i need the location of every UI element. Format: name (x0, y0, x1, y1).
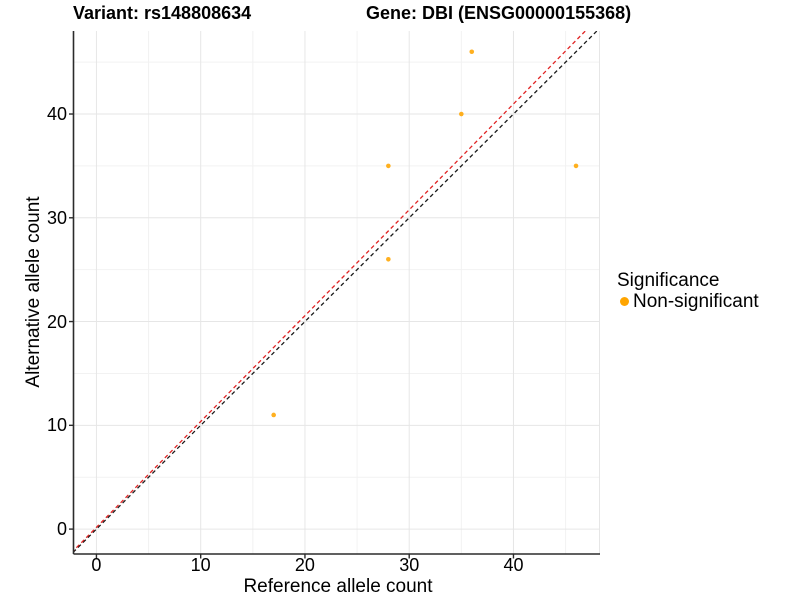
legend: Significance Non-significant (617, 270, 759, 312)
y-tick-label: 10 (46, 415, 67, 436)
grid-major (73, 31, 600, 554)
y-tick-label: 40 (46, 104, 67, 125)
y-tick-label: 0 (56, 519, 67, 540)
x-axis-title: Reference allele count (243, 576, 433, 597)
x-tick-label: 10 (190, 555, 211, 575)
data-point (469, 49, 475, 55)
data-point (386, 256, 391, 262)
fit-line (73, 31, 587, 552)
x-tick-label: 30 (399, 555, 420, 575)
reference-lines (73, 31, 598, 553)
legend-item-non-significant: Non-significant (617, 291, 759, 312)
legend-title: Significance (617, 270, 720, 291)
legend-point-icon (620, 297, 629, 306)
x-tick-label: 20 (294, 555, 315, 575)
data-point (271, 412, 276, 418)
plot-title-variant: Variant: rs148808634 (73, 3, 252, 23)
data-point (386, 163, 391, 169)
legend-item-label: Non-significant (633, 291, 759, 312)
data-point (573, 163, 579, 169)
identity-line (73, 31, 598, 553)
axis-lines (72, 31, 600, 555)
y-tick-label: 30 (46, 207, 67, 228)
y-tick-label: 20 (46, 311, 67, 332)
data-point (459, 111, 464, 117)
grid-minor (73, 31, 600, 554)
data-points (271, 49, 579, 418)
x-tick-label: 0 (91, 555, 102, 575)
plot-title-gene: Gene: DBI (ENSG00000155368) (366, 3, 632, 23)
x-tick-label: 40 (503, 555, 524, 575)
axis-ticks (69, 113, 515, 559)
